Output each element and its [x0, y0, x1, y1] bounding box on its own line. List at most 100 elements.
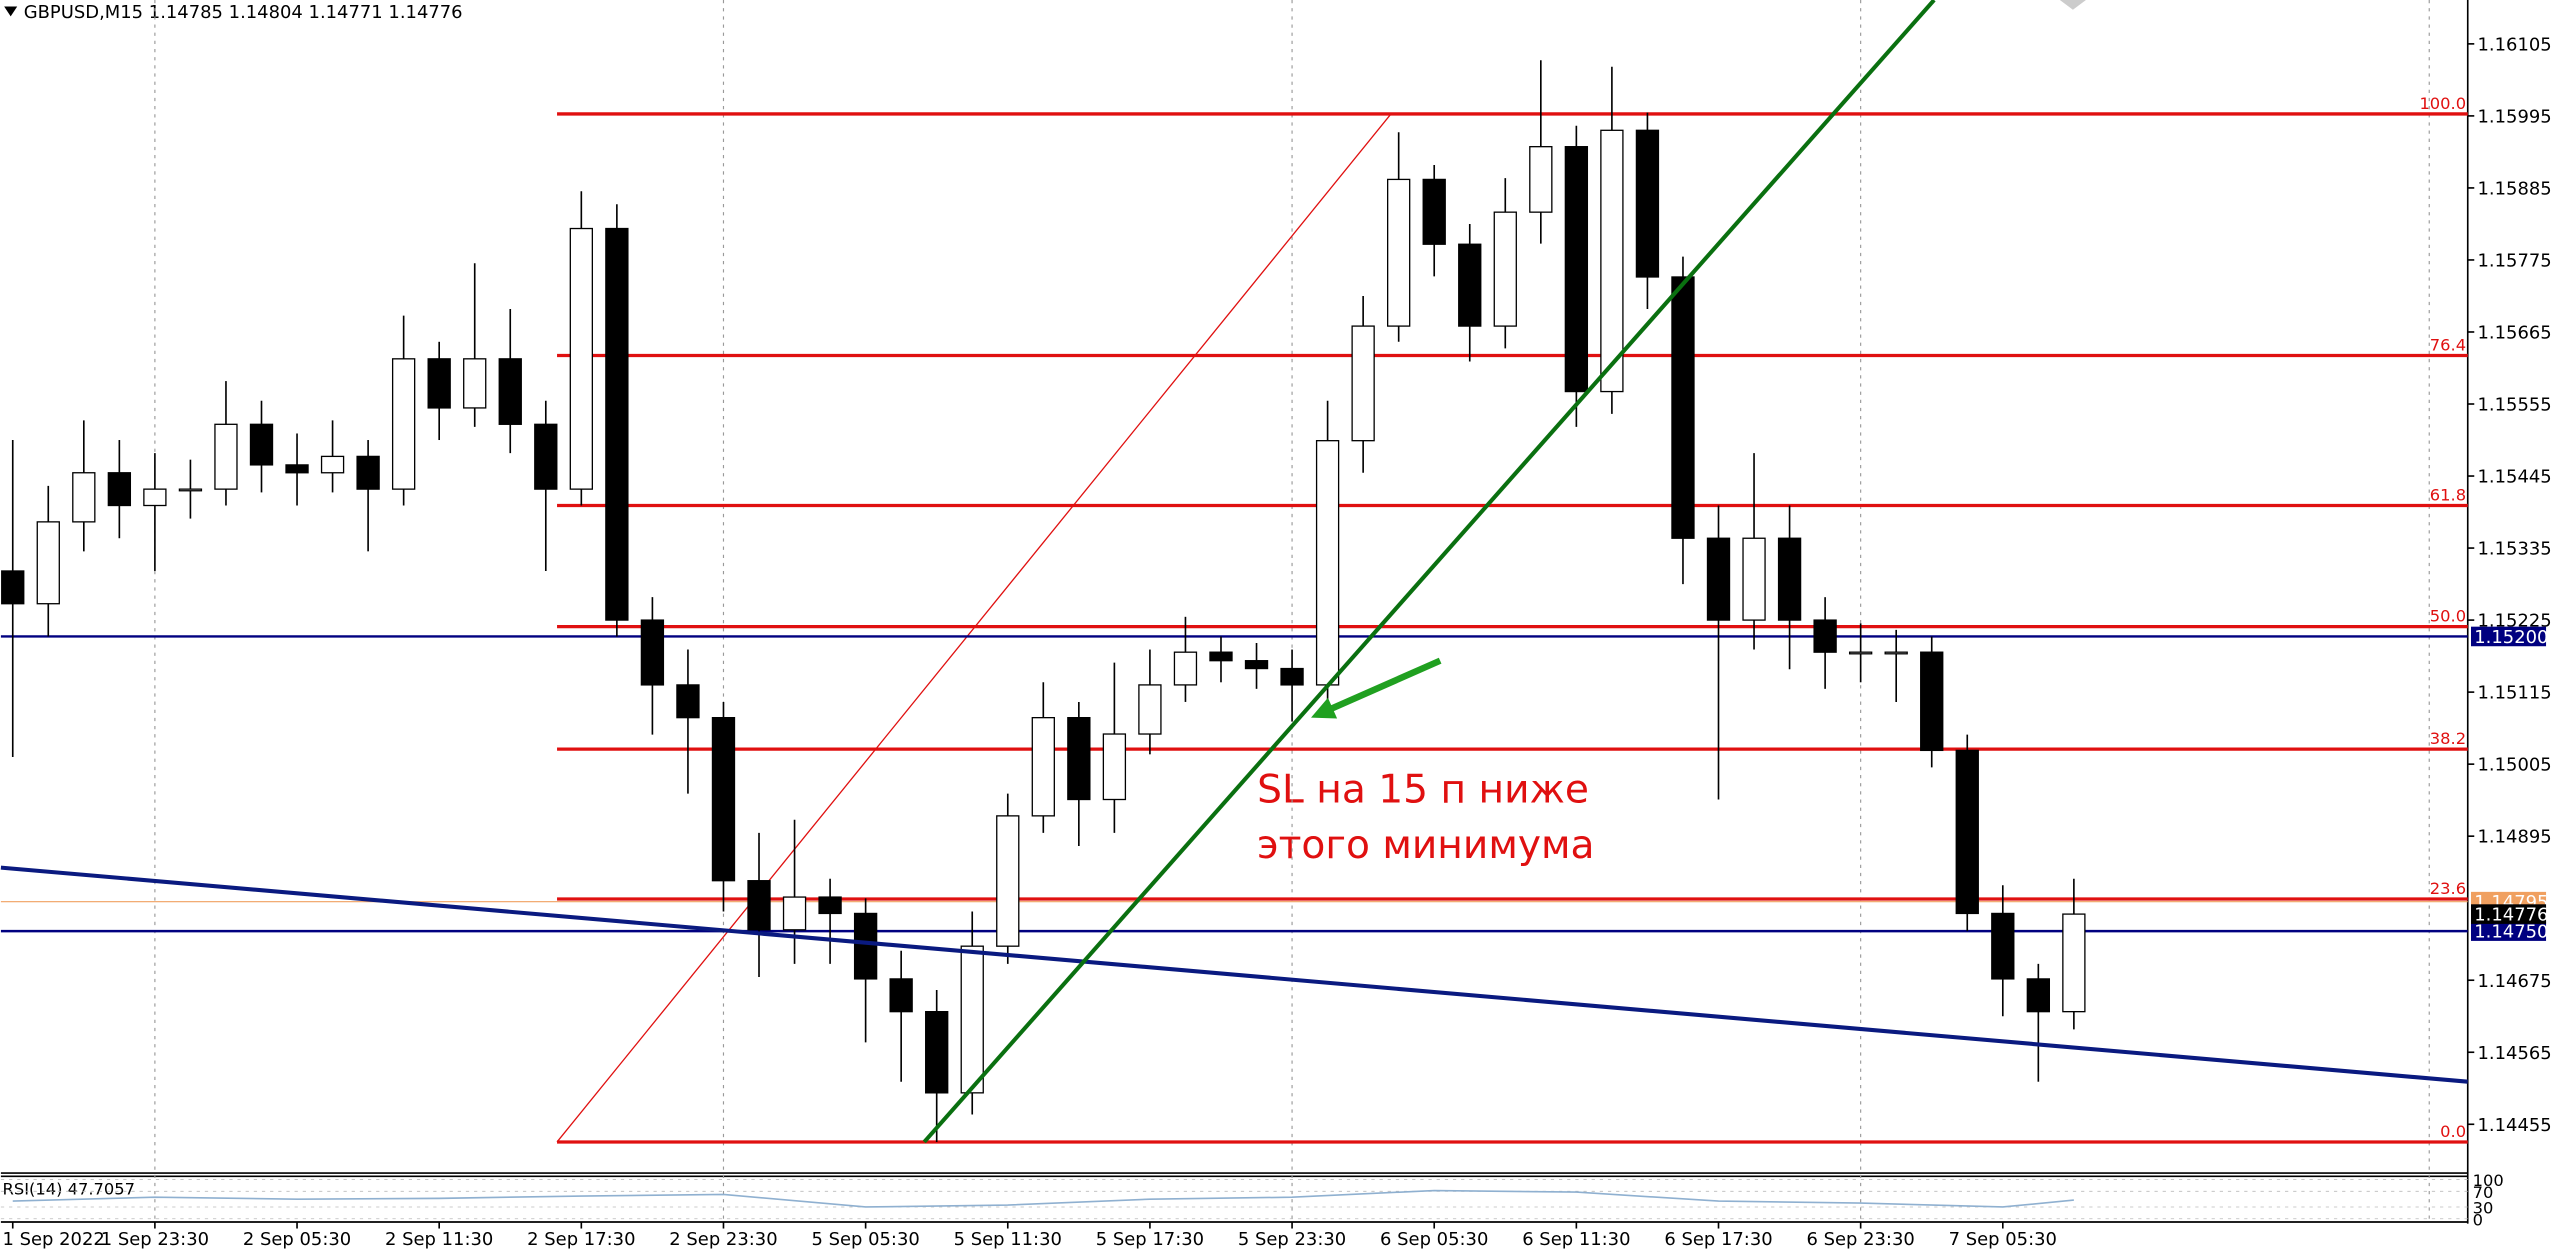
- chart-title: GBPUSD,M15 1.14785 1.14804 1.14771 1.147…: [24, 2, 463, 23]
- candle-body: [1067, 717, 1091, 801]
- candle-body: [1991, 912, 2015, 980]
- candle-body: [107, 472, 132, 507]
- candle-body: [960, 945, 984, 1094]
- fib-label: 61.8: [2430, 486, 2466, 505]
- price-label: 1.14776: [2474, 905, 2548, 926]
- candle-body: [853, 912, 878, 980]
- candle-body: [1458, 243, 1482, 327]
- candle-body: [1173, 651, 1198, 686]
- rsi-line: [12, 1189, 2074, 1208]
- y-tick-label: 1.15775: [2478, 250, 2552, 271]
- annotation: этого минимума: [1257, 823, 1594, 868]
- candle-body: [178, 488, 203, 492]
- candle-body: [143, 488, 167, 507]
- price-label-box: [2471, 626, 2547, 647]
- marker: [2059, 0, 2086, 10]
- candle-body: [1920, 651, 1944, 752]
- y-tick-label: 1.14675: [2478, 971, 2552, 992]
- candle-body: [1848, 651, 1873, 655]
- candle-body: [2062, 913, 2086, 1013]
- candle-body: [320, 455, 345, 474]
- candle-body: [1777, 537, 1802, 621]
- rsi-tick-label: 70: [2473, 1183, 2494, 1202]
- candle-body: [1671, 276, 1695, 539]
- candle-body: [36, 521, 60, 605]
- fib-label: 76.4: [2430, 336, 2466, 355]
- arrow-head: [1311, 697, 1338, 719]
- fib-label: 100.0: [2419, 94, 2466, 113]
- candle-body: [285, 464, 309, 474]
- x-tick-label: 2 Sep 11:30: [385, 1229, 493, 1250]
- candle-body: [1600, 129, 1624, 393]
- candle-body: [1564, 146, 1589, 393]
- trendline: [922, 0, 1936, 1144]
- x-tick-label: 5 Sep 23:30: [1238, 1229, 1346, 1250]
- candle-body: [605, 227, 629, 621]
- candle-body: [1102, 733, 1127, 801]
- candle-body: [1315, 440, 1340, 686]
- candle-body: [2026, 978, 2051, 1013]
- y-tick-label: 1.15225: [2478, 611, 2552, 632]
- rsi-label: RSI(14) 47.7057: [3, 1179, 136, 1198]
- candle-body: [1493, 211, 1517, 327]
- candle-body: [1742, 537, 1766, 621]
- rsi-tick-label: 0: [2473, 1210, 2483, 1229]
- arrow: [1321, 657, 1442, 716]
- candle-body: [391, 358, 416, 490]
- candle-body: [1138, 684, 1162, 735]
- candle-body: [569, 227, 593, 490]
- candle-body: [534, 423, 558, 490]
- x-tick-label: 6 Sep 11:30: [1522, 1229, 1630, 1250]
- rsi-tick-label: 30: [2473, 1199, 2494, 1218]
- y-tick-label: 1.15995: [2478, 106, 2552, 127]
- x-tick-label: 2 Sep 23:30: [669, 1229, 777, 1250]
- candle-body: [1813, 619, 1837, 653]
- y-tick-label: 1.15005: [2478, 755, 2552, 776]
- candle-body: [1884, 651, 1908, 655]
- candle-body: [1031, 717, 1055, 817]
- x-tick-label: 6 Sep 23:30: [1806, 1229, 1914, 1250]
- rsi-tick-label: 100: [2473, 1171, 2504, 1190]
- y-tick-label: 1.14895: [2478, 827, 2552, 848]
- y-tick-label: 1.15335: [2478, 539, 2552, 560]
- candle-body: [640, 619, 665, 686]
- candle-body: [711, 717, 736, 882]
- x-tick-label: 5 Sep 05:30: [811, 1229, 919, 1250]
- candle-body: [72, 472, 96, 523]
- trendline: [0, 865, 2468, 1084]
- candle-body: [676, 684, 700, 719]
- x-tick-label: 1 Sep 2022: [3, 1229, 105, 1250]
- x-tick-label: 6 Sep 05:30: [1380, 1229, 1488, 1250]
- price-label: 1.14750: [2474, 922, 2548, 943]
- candle-body: [1955, 749, 1979, 915]
- candle-body: [925, 1011, 949, 1094]
- price-label-box: [2471, 921, 2547, 941]
- x-tick-label: 5 Sep 17:30: [1096, 1229, 1204, 1250]
- candle-body: [1422, 178, 1446, 245]
- candle-body: [1706, 537, 1731, 621]
- menu-arrow[interactable]: [4, 6, 18, 17]
- candle-body: [249, 423, 274, 466]
- y-tick-label: 1.14455: [2478, 1115, 2552, 1136]
- x-tick-label: 2 Sep 05:30: [243, 1229, 351, 1250]
- candle-body: [1209, 651, 1233, 662]
- annotation: SL на 15 п ниже: [1257, 768, 1589, 813]
- candle-body: [782, 896, 807, 931]
- candle-body: [1, 570, 25, 605]
- candle-body: [498, 358, 522, 425]
- fib-label: 0.0: [2440, 1122, 2466, 1141]
- candle-body: [1280, 667, 1304, 686]
- price-label-box: [2471, 904, 2547, 924]
- candle-body: [818, 896, 842, 915]
- y-tick-label: 1.15665: [2478, 323, 2552, 344]
- candle-body: [1529, 146, 1553, 213]
- price-label: 1.15200: [2474, 627, 2548, 648]
- candle-body: [1244, 660, 1269, 670]
- candle-body: [1351, 325, 1375, 442]
- y-tick-label: 1.14565: [2478, 1043, 2552, 1064]
- y-tick-label: 1.15885: [2478, 178, 2552, 199]
- x-tick-label: 7 Sep 05:30: [1949, 1229, 2057, 1250]
- y-tick-label: 1.15555: [2478, 395, 2552, 416]
- candle-body: [1635, 129, 1660, 278]
